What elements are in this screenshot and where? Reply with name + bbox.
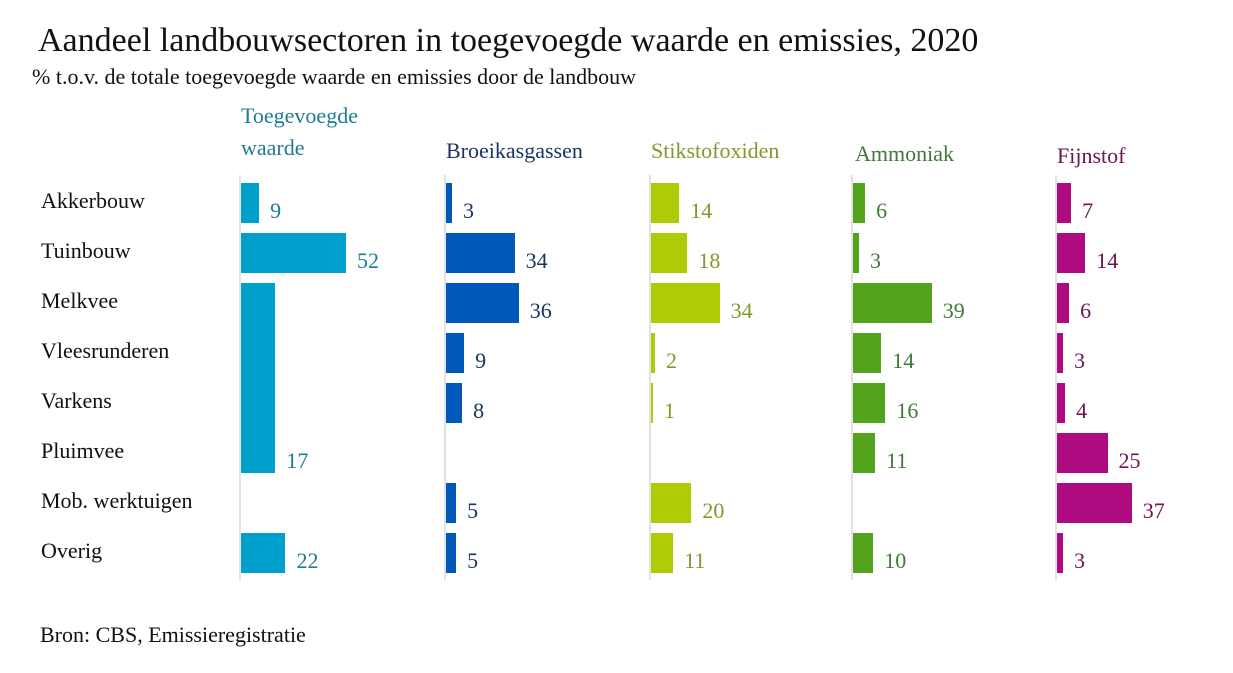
bar — [241, 233, 347, 273]
bar — [651, 233, 688, 273]
data-label: 34 — [525, 248, 548, 273]
data-label: 52 — [357, 248, 380, 273]
data-label: 34 — [730, 298, 753, 323]
bar — [651, 283, 720, 323]
data-label: 3 — [1074, 348, 1086, 373]
panel-title: Broeikasgassen — [446, 138, 583, 163]
data-label: 18 — [698, 248, 721, 273]
data-label: 5 — [467, 548, 479, 573]
bar — [651, 383, 654, 423]
data-label: 7 — [1082, 198, 1094, 223]
bar — [853, 233, 860, 273]
data-label: 39 — [942, 298, 965, 323]
category-label: Melkvee — [41, 288, 118, 313]
bar — [241, 533, 286, 573]
bar — [1057, 483, 1132, 523]
bar — [446, 333, 465, 373]
bar — [853, 383, 886, 423]
bar — [1057, 433, 1108, 473]
data-label: 10 — [884, 548, 907, 573]
bar — [853, 283, 932, 323]
bar — [853, 183, 866, 223]
data-label: 4 — [1076, 398, 1088, 423]
category-label: Pluimvee — [41, 438, 125, 463]
bar — [1057, 333, 1064, 373]
bar — [446, 283, 519, 323]
data-label: 14 — [892, 348, 915, 373]
bar — [446, 383, 463, 423]
bar — [1057, 283, 1070, 323]
data-label: 20 — [702, 498, 725, 523]
data-label: 25 — [1118, 448, 1141, 473]
panel-axis-line — [239, 175, 241, 580]
chart-source: Bron: CBS, Emissieregistratie — [40, 622, 306, 647]
data-label: 3 — [1074, 548, 1086, 573]
category-label: Varkens — [41, 388, 112, 413]
data-label: 37 — [1142, 498, 1165, 523]
panel-title: Fijnstof — [1057, 143, 1126, 168]
data-label: 9 — [270, 198, 282, 223]
data-label: 8 — [473, 398, 485, 423]
chart-title: Aandeel landbouwsectoren in toegevoegde … — [38, 22, 979, 59]
bar — [1057, 233, 1086, 273]
data-label: 11 — [684, 548, 706, 573]
data-label: 6 — [1080, 298, 1092, 323]
data-label: 6 — [876, 198, 888, 223]
bar — [241, 183, 260, 223]
data-label: 17 — [286, 448, 309, 473]
data-label: 9 — [475, 348, 487, 373]
bar — [1057, 383, 1066, 423]
data-label: 22 — [296, 548, 319, 573]
category-label: Mob. werktuigen — [41, 488, 193, 513]
panel-title: Toegevoegde waarde — [241, 103, 358, 160]
bar — [1057, 533, 1064, 573]
bar — [1057, 183, 1072, 223]
bar — [446, 483, 457, 523]
data-label: 36 — [529, 298, 552, 323]
panel-title: Stikstofoxiden — [651, 138, 780, 163]
bar — [853, 333, 882, 373]
bar — [241, 283, 276, 473]
data-label: 5 — [467, 498, 479, 523]
data-label: 14 — [690, 198, 713, 223]
bar — [446, 233, 515, 273]
category-label: Akkerbouw — [41, 188, 145, 213]
chart-subtitle: % t.o.v. de totale toegevoegde waarde en… — [32, 64, 636, 89]
panel-axis-line — [649, 175, 651, 580]
data-label: 11 — [886, 448, 908, 473]
data-label: 16 — [896, 398, 919, 423]
bar — [651, 483, 692, 523]
bar — [853, 433, 876, 473]
data-label: 1 — [664, 398, 676, 423]
data-label: 3 — [870, 248, 882, 273]
bar — [651, 183, 680, 223]
category-label: Overig — [41, 538, 103, 563]
category-label: Tuinbouw — [41, 238, 131, 263]
data-label: 2 — [666, 348, 678, 373]
panel-axis-line — [1055, 175, 1057, 580]
category-label: Vleesrunderen — [41, 338, 170, 363]
bar — [446, 183, 453, 223]
bar — [651, 533, 674, 573]
bar — [446, 533, 457, 573]
data-label: 14 — [1096, 248, 1119, 273]
data-label: 3 — [463, 198, 475, 223]
panel-axis-line — [444, 175, 446, 580]
bar — [853, 533, 874, 573]
panel-title: Ammoniak — [855, 141, 954, 166]
bar — [651, 333, 656, 373]
panel-axis-line — [851, 175, 853, 580]
